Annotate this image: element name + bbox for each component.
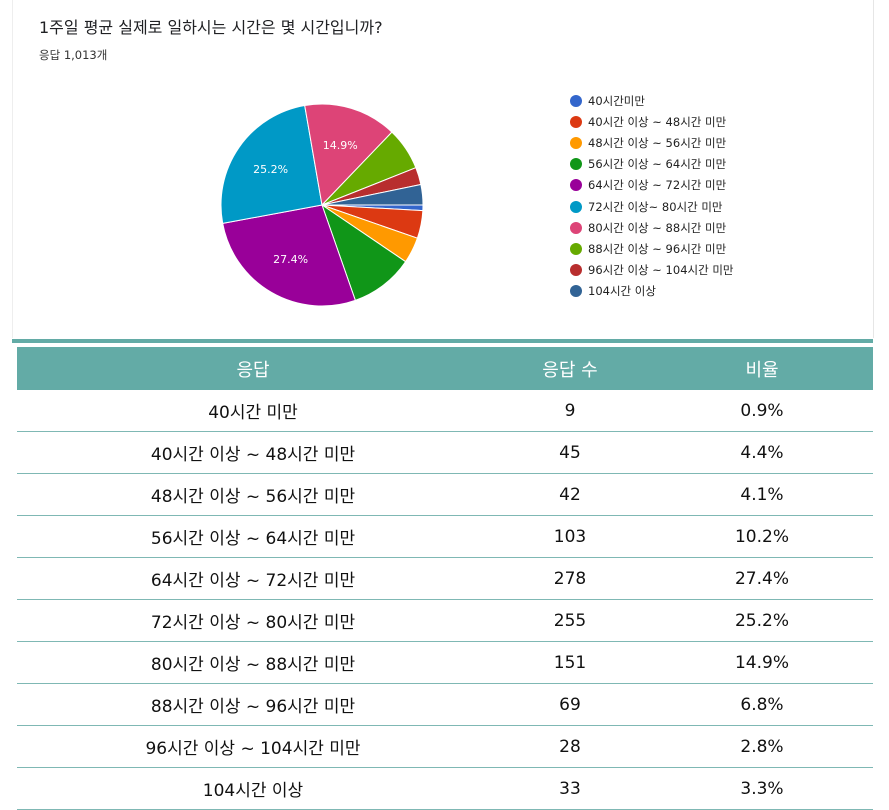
legend-dot-icon	[570, 264, 582, 277]
legend-dot-icon	[570, 115, 582, 128]
slice-label: 27.4%	[273, 253, 308, 266]
legend-dot-icon	[570, 94, 582, 107]
pie-slice[interactable]	[321, 183, 424, 206]
cell-ratio: 25.2%	[651, 599, 873, 642]
chart-legend: 40시간미만 40시간 이상 ~ 48시간 미만 48시간 이상 ~ 56시간 미만…	[570, 90, 733, 302]
legend-label: 40시간미만	[588, 93, 645, 108]
cell-count: 278	[489, 557, 651, 600]
pie-slice[interactable]	[220, 104, 323, 224]
cell-ratio: 27.4%	[651, 557, 873, 600]
legend-label: 72시간 이상~ 80시간 미만	[588, 199, 723, 214]
cell-count: 33	[489, 767, 651, 810]
cell-count: 9	[489, 390, 651, 432]
legend-item: 56시간 이상 ~ 64시간 미만	[570, 154, 733, 175]
cell-answer: 96시간 이상 ~ 104시간 미만	[17, 725, 489, 768]
legend-dot-icon	[570, 221, 582, 234]
legend-label: 80시간 이상 ~ 88시간 미만	[588, 220, 727, 235]
cell-answer: 40시간 이상 ~ 48시간 미만	[17, 431, 489, 474]
legend-dot-icon	[570, 285, 582, 298]
response-count: 응답 1,013개	[39, 48, 108, 62]
table-row: 72시간 이상 ~ 80시간 미만 255 25.2%	[17, 599, 873, 642]
cell-ratio: 4.1%	[651, 473, 873, 516]
chart-card: 1주일 평균 실제로 일하시는 시간은 몇 시간입니까? 응답 1,013개 2…	[12, 0, 874, 338]
cell-answer: 48시간 이상 ~ 56시간 미만	[17, 473, 489, 516]
pie-slice[interactable]	[222, 204, 356, 307]
cell-ratio: 3.3%	[651, 767, 873, 810]
pie-slice[interactable]	[304, 103, 393, 207]
cell-count: 28	[489, 725, 651, 768]
cell-answer: 104시간 이상	[17, 767, 489, 810]
legend-label: 40시간 이상 ~ 48시간 미만	[588, 114, 727, 129]
cell-count: 103	[489, 515, 651, 558]
legend-label: 64시간 이상 ~ 72시간 미만	[588, 178, 727, 193]
results-table: 응답 응답 수 비율 40시간 미만 9 0.9% 40시간 이상 ~ 48시간 미만…	[17, 347, 873, 810]
table-row: 104시간 이상 33 3.3%	[17, 767, 873, 810]
table-row: 96시간 이상 ~ 104시간 미만 28 2.8%	[17, 725, 873, 768]
legend-item: 88시간 이상 ~ 96시간 미만	[570, 238, 733, 259]
legend-dot-icon	[570, 136, 582, 149]
legend-item: 48시간 이상 ~ 56시간 미만	[570, 132, 733, 153]
pie-chart: 27.4% 25.2% 14.9%	[220, 103, 424, 307]
cell-answer: 64시간 이상 ~ 72시간 미만	[17, 557, 489, 600]
legend-label: 104시간 이상	[588, 284, 656, 299]
table-row: 56시간 이상 ~ 64시간 미만 103 10.2%	[17, 515, 873, 558]
cell-ratio: 4.4%	[651, 431, 873, 474]
cell-ratio: 6.8%	[651, 683, 873, 726]
header-response: 응답	[17, 347, 489, 390]
legend-dot-icon	[570, 200, 582, 213]
question-title: 1주일 평균 실제로 일하시는 시간은 몇 시간입니까?	[39, 18, 383, 37]
cell-answer: 56시간 이상 ~ 64시간 미만	[17, 515, 489, 558]
cell-ratio: 10.2%	[651, 515, 873, 558]
table-row: 48시간 이상 ~ 56시간 미만 42 4.1%	[17, 473, 873, 516]
table-row: 40시간 이상 ~ 48시간 미만 45 4.4%	[17, 431, 873, 474]
cell-ratio: 2.8%	[651, 725, 873, 768]
slice-label: 25.2%	[253, 163, 288, 176]
cell-count: 69	[489, 683, 651, 726]
legend-label: 88시간 이상 ~ 96시간 미만	[588, 241, 727, 256]
cell-count: 42	[489, 473, 651, 516]
cell-ratio: 14.9%	[651, 641, 873, 684]
slice-label: 14.9%	[323, 139, 358, 152]
legend-label: 56시간 이상 ~ 64시간 미만	[588, 157, 727, 172]
header-count: 응답 수	[489, 347, 651, 390]
cell-count: 255	[489, 599, 651, 642]
legend-label: 96시간 이상 ~ 104시간 미만	[588, 263, 734, 278]
legend-item: 96시간 이상 ~ 104시간 미만	[570, 260, 733, 281]
table-row: 40시간 미만 9 0.9%	[17, 390, 873, 432]
legend-item: 104시간 이상	[570, 281, 733, 302]
legend-item: 72시간 이상~ 80시간 미만	[570, 196, 733, 217]
cell-answer: 72시간 이상 ~ 80시간 미만	[17, 599, 489, 642]
legend-dot-icon	[570, 158, 582, 171]
cell-count: 151	[489, 641, 651, 684]
legend-item: 64시간 이상 ~ 72시간 미만	[570, 175, 733, 196]
divider	[12, 339, 873, 343]
table-row: 80시간 이상 ~ 88시간 미만 151 14.9%	[17, 641, 873, 684]
header-ratio: 비율	[651, 347, 873, 390]
legend-item: 40시간미만	[570, 90, 733, 111]
cell-answer: 80시간 이상 ~ 88시간 미만	[17, 641, 489, 684]
cell-answer: 40시간 미만	[17, 390, 489, 432]
legend-dot-icon	[570, 179, 582, 192]
legend-item: 40시간 이상 ~ 48시간 미만	[570, 111, 733, 132]
table-row: 88시간 이상 ~ 96시간 미만 69 6.8%	[17, 683, 873, 726]
legend-item: 80시간 이상 ~ 88시간 미만	[570, 217, 733, 238]
table-row: 64시간 이상 ~ 72시간 미만 278 27.4%	[17, 557, 873, 600]
cell-ratio: 0.9%	[651, 390, 873, 432]
legend-label: 48시간 이상 ~ 56시간 미만	[588, 135, 727, 150]
cell-answer: 88시간 이상 ~ 96시간 미만	[17, 683, 489, 726]
legend-dot-icon	[570, 242, 582, 255]
cell-count: 45	[489, 431, 651, 474]
